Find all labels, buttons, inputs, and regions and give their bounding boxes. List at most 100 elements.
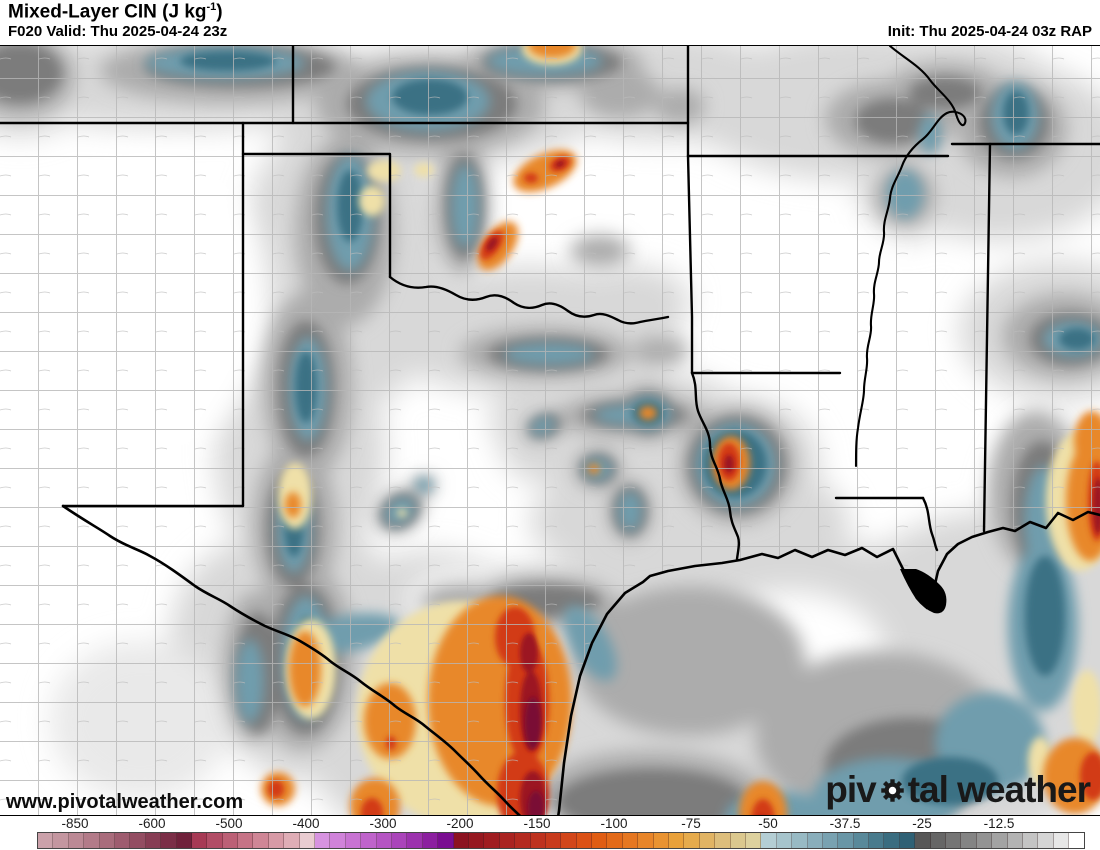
colorbar-cell (715, 833, 731, 848)
colorbar-cell (946, 833, 962, 848)
colorbar-cell (68, 833, 85, 848)
sabine-river-border (690, 371, 741, 561)
colorbar-cell (130, 833, 146, 848)
red-river-border (388, 275, 670, 325)
colorbar-cell (576, 833, 593, 848)
colorbar-cell (468, 833, 485, 848)
colorbar-tick-label: -50 (758, 816, 778, 831)
colorbar-cell (915, 833, 931, 848)
colorbar-cell (315, 833, 331, 848)
colorbar-cell (53, 833, 69, 848)
colorbar-cell (776, 833, 793, 848)
cin-field-map (0, 46, 1100, 815)
colorbar-cell (669, 833, 685, 848)
colorbar-cell (1053, 833, 1070, 848)
colorbar-cell (653, 833, 670, 848)
colorbar-cell (391, 833, 408, 848)
colorbar-cell (961, 833, 977, 848)
colorbar-cell (515, 833, 531, 848)
colorbar-cell (884, 833, 900, 848)
mississippi-river (854, 46, 967, 468)
gear-icon (878, 774, 907, 811)
colorbar-cell (684, 833, 700, 848)
colorbar-cell (899, 833, 916, 848)
colorbar-cell (976, 833, 993, 848)
colorbar-tick-labels: -850 -600 -500 -400 -300 -200 -150 -100 -75 -50 -3… (0, 815, 1100, 832)
colorbar-cell (592, 833, 608, 848)
title-close: ) (216, 1, 223, 23)
colorbar-cell (407, 833, 423, 848)
colorbar-cell (99, 833, 115, 848)
colorbar-cell (1007, 833, 1023, 848)
valid-time-label: F020 Valid: Thu 2025-04-24 23z (8, 23, 228, 40)
colorbar-tick-label: -400 (292, 816, 320, 831)
colorbar-cell (253, 833, 269, 848)
colorbar-cell (361, 833, 377, 848)
colorbar-cell (792, 833, 808, 848)
colorbar-cell (484, 833, 500, 848)
colorbar-cell (176, 833, 192, 848)
watermark-url: www.pivotalweather.com (6, 791, 244, 813)
colorbar-tick-label: -100 (600, 816, 628, 831)
colorbar-cell (822, 833, 839, 848)
colorbar-tick-label: -37.5 (829, 816, 861, 831)
colorbar-cell (114, 833, 131, 848)
colorbar-cell (345, 833, 362, 848)
colorbar-cell (207, 833, 223, 848)
colorbar-cell (422, 833, 439, 848)
colorbar-cell (284, 833, 300, 848)
colorbar-cell (161, 833, 177, 848)
colorbar-cell (853, 833, 870, 848)
colorbar-cell (222, 833, 239, 848)
colorbar-tick-label: -300 (369, 816, 397, 831)
title-superscript: -1 (206, 1, 217, 13)
colorbar-cell (1038, 833, 1054, 848)
colorbar-cell (299, 833, 316, 848)
colorbar-cell (191, 833, 208, 848)
colorbar-cell (499, 833, 516, 848)
gulf-coastline (557, 510, 1100, 815)
colorbar-cell (622, 833, 639, 848)
mississippi-delta (900, 569, 947, 614)
colorbar-cell (930, 833, 947, 848)
colorbar-cell (84, 833, 100, 848)
page-title: Mixed-Layer CIN (J kg-1) (8, 1, 223, 23)
colorbar-tick-label: -12.5 (983, 816, 1015, 831)
colorbar-cell (607, 833, 623, 848)
colorbar-cell (730, 833, 746, 848)
colorbar-cell (268, 833, 285, 848)
colorbar-tick-label: -200 (446, 816, 474, 831)
map-canvas: www.pivotalweather.com piv tal weather (0, 45, 1100, 815)
colorbar-tick-label: -850 (61, 816, 89, 831)
header: Mixed-Layer CIN (J kg-1) F020 Valid: Thu… (0, 0, 1100, 45)
pivotal-weather-logo: piv tal weather (825, 768, 1091, 811)
colorbar-cell (453, 833, 469, 848)
colorbar-cell (330, 833, 346, 848)
colorbar-cell (807, 833, 823, 848)
colorbar-tick-label: -25 (912, 816, 932, 831)
colorbar-cell (761, 833, 777, 848)
rio-grande-border (61, 504, 521, 815)
colorbar-cell (638, 833, 654, 848)
logo-text-tal-weather: tal weather (907, 769, 1091, 810)
colorbar-tick-label: -75 (681, 816, 701, 831)
init-time-label: Init: Thu 2025-04-24 03z RAP (887, 23, 1092, 40)
colorbar-cell (238, 833, 254, 848)
colorbar-cell (1023, 833, 1039, 848)
pearl-river-border (921, 496, 939, 552)
colorbar-cell (699, 833, 716, 848)
colorbar-cell (376, 833, 392, 848)
colorbar-scale (37, 832, 1085, 849)
title-text: Mixed-Layer CIN (J kg (8, 1, 207, 23)
colorbar-cell (992, 833, 1008, 848)
colorbar-area (0, 832, 1100, 850)
colorbar-tick-label: -600 (138, 816, 166, 831)
colorbar-cell (838, 833, 854, 848)
colorbar-cell (1069, 833, 1084, 848)
colorbar-cell (545, 833, 562, 848)
colorbar-cell (145, 833, 162, 848)
colorbar-tick-label: -500 (215, 816, 243, 831)
colorbar-cell (745, 833, 762, 848)
colorbar-cell (530, 833, 546, 848)
